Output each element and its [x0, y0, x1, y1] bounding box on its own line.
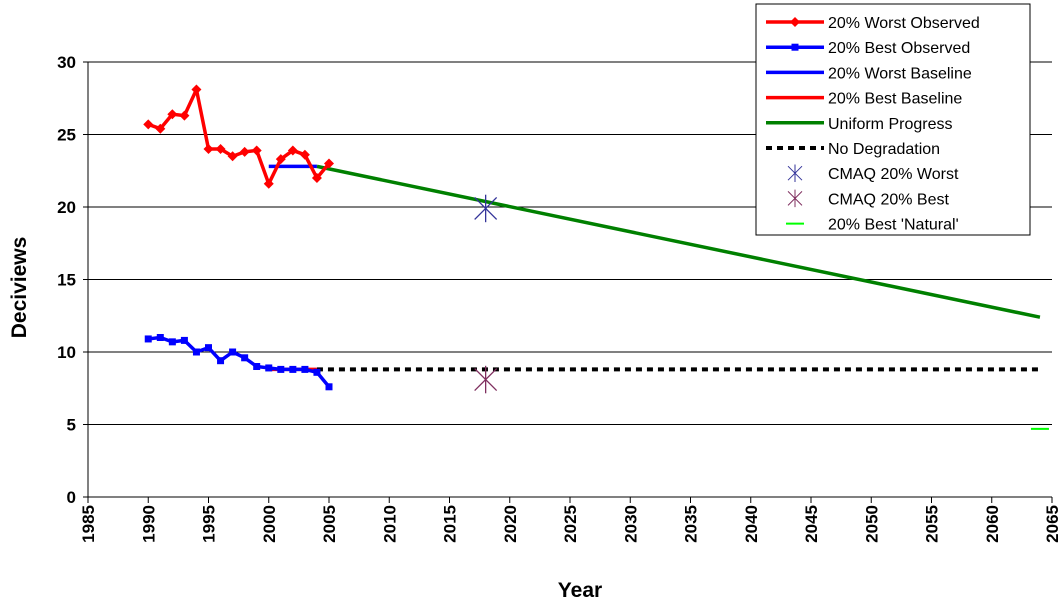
data-point: [324, 158, 334, 169]
legend-label: 20% Best 'Natural': [828, 217, 959, 234]
legend-swatch-marker: [787, 164, 803, 182]
data-point: [229, 348, 237, 356]
legend-box: [755, 3, 1031, 236]
legend-label: No Degradation: [828, 141, 940, 158]
data-point: [239, 146, 250, 157]
legend-swatch-marker: [791, 43, 799, 51]
data-point: [299, 149, 310, 160]
data-point: [227, 151, 238, 162]
plot-series: [143, 84, 1049, 430]
x-tick-label: 2060: [983, 505, 1002, 543]
legend-item: 20% Best 'Natural': [786, 217, 959, 234]
series-cmaq-20-worst: [474, 194, 498, 223]
data-point: [253, 363, 261, 370]
x-tick-label: 1990: [139, 505, 158, 543]
data-point: [287, 145, 298, 156]
data-point: [168, 338, 176, 346]
data-point: [251, 145, 262, 156]
data-point: [217, 357, 225, 365]
legend-swatch-marker: [787, 189, 803, 208]
series-20-best-observed: [144, 334, 333, 391]
legend-item: CMAQ 20% Worst: [787, 164, 959, 183]
legend-item: 20% Worst Observed: [766, 15, 980, 32]
data-point: [311, 173, 322, 183]
series-line: [148, 335, 331, 388]
data-point: [474, 194, 498, 223]
legend-label: CMAQ 20% Worst: [828, 166, 959, 183]
legend-label: 20% Worst Baseline: [828, 65, 972, 82]
data-point: [215, 144, 226, 154]
legend-item: Uniform Progress: [766, 116, 952, 133]
legend-swatch-marker: [790, 17, 800, 27]
y-tick-label: 20: [57, 198, 76, 217]
data-point: [167, 109, 178, 120]
x-tick-label: 2020: [501, 505, 520, 543]
x-axis-title: Year: [558, 579, 602, 602]
x-tick-label: 2010: [380, 505, 399, 543]
x-tick-label: 2015: [441, 505, 460, 543]
x-tick-label: 1985: [79, 505, 98, 543]
legend-label: 20% Worst Observed: [828, 15, 980, 32]
legend-label: 20% Best Baseline: [828, 91, 962, 108]
data-point: [156, 334, 164, 341]
legend-item: No Degradation: [766, 141, 940, 158]
data-point: [179, 110, 190, 121]
data-point: [180, 336, 188, 344]
legend-item: 20% Worst Baseline: [766, 65, 972, 82]
gridlines: [88, 61, 1052, 425]
y-tick-label: 10: [57, 343, 76, 362]
data-point: [474, 365, 498, 394]
legend-item: 20% Best Observed: [766, 40, 970, 57]
data-point: [205, 344, 212, 352]
data-point: [301, 365, 309, 373]
y-tick-label: 30: [57, 53, 76, 72]
x-tick-label: 2065: [1043, 505, 1062, 543]
x-tick-label: 2045: [802, 505, 821, 543]
x-tick-label: 2035: [682, 505, 701, 543]
y-axis-title: Deciviews: [8, 237, 31, 339]
legend-item: 20% Best Baseline: [766, 91, 962, 108]
data-point: [143, 119, 154, 130]
data-point: [191, 84, 202, 95]
legend-label: CMAQ 20% Best: [828, 191, 949, 208]
y-tick-label: 0: [67, 488, 76, 507]
data-point: [203, 144, 214, 154]
x-tick-label: 2005: [320, 505, 339, 543]
series-uniform-progress: [316, 164, 1041, 319]
x-tick-label: 2050: [862, 505, 881, 543]
y-tick-label: 15: [57, 271, 76, 290]
data-point: [263, 178, 274, 189]
data-point: [277, 365, 285, 373]
y-tick-label: 5: [67, 416, 76, 435]
data-point: [265, 364, 273, 372]
data-point: [289, 365, 297, 373]
x-tick-label: 2000: [260, 505, 279, 543]
x-tick-label: 2055: [923, 505, 942, 543]
data-point: [192, 348, 200, 356]
x-tick-label: 1995: [200, 505, 219, 543]
legend-item: CMAQ 20% Best: [787, 189, 949, 208]
data-point: [144, 335, 152, 343]
x-tick-label: 2025: [561, 505, 580, 543]
series-cmaq-20-best: [474, 365, 498, 394]
x-tick-label: 2030: [621, 505, 640, 543]
y-tick-label: 25: [57, 126, 76, 145]
series-20-worst-observed: [143, 84, 334, 189]
data-point: [241, 354, 249, 362]
data-point: [313, 368, 321, 376]
data-point: [275, 154, 286, 165]
series-line: [147, 87, 331, 186]
data-point: [325, 383, 333, 391]
legend: 20% Worst Observed 20% Best Observed 20% W…: [755, 3, 1031, 236]
series-line: [316, 164, 1041, 319]
legend-label: Uniform Progress: [828, 116, 952, 133]
x-tick-label: 2040: [742, 505, 761, 543]
legend-label: 20% Best Observed: [828, 40, 970, 57]
data-point: [155, 123, 166, 134]
